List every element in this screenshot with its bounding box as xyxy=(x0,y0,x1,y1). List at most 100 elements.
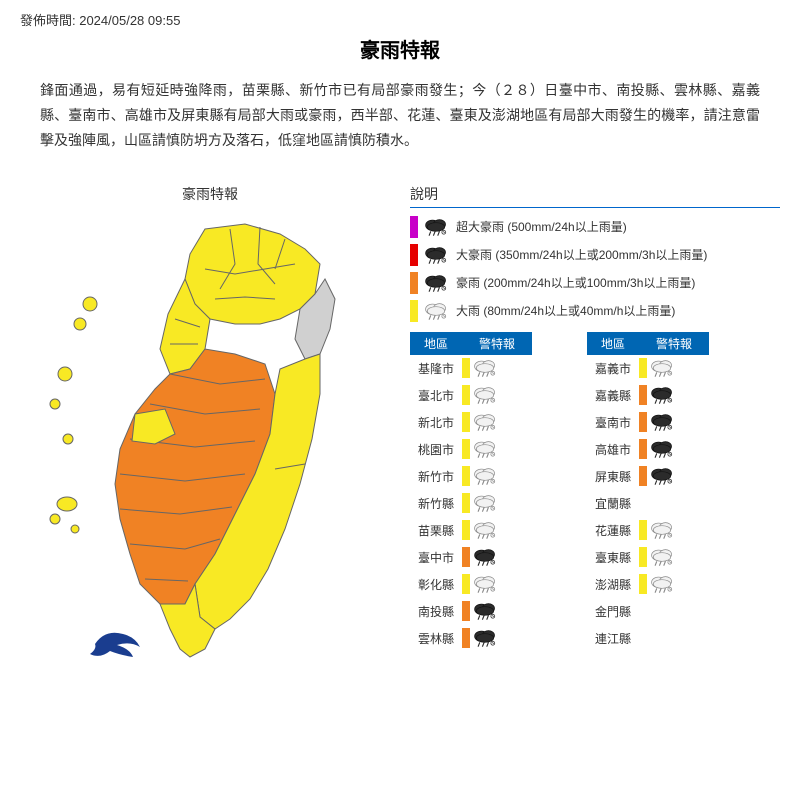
region-cell: 連江縣 xyxy=(587,630,639,647)
description-text: 鋒面通過，易有短延時強降雨，苗栗縣、新竹市已有局部豪雨發生；今（２８）日臺中市、… xyxy=(40,78,760,154)
alert-cell xyxy=(462,358,532,378)
alert-color-bar xyxy=(462,412,470,432)
alert-color-bar xyxy=(462,628,470,648)
legend-item: 大雨 (80mm/24h以上或40mm/h以上雨量) xyxy=(410,300,780,322)
rain-cloud-icon xyxy=(472,386,498,404)
rain-cloud-icon xyxy=(472,440,498,458)
table-row: 雲林縣 xyxy=(410,625,587,652)
table-row: 臺中市 xyxy=(410,544,587,571)
table-row: 新竹市 xyxy=(410,463,587,490)
region-cell: 新竹縣 xyxy=(410,495,462,512)
alert-cell xyxy=(462,628,532,648)
legend-text: 大雨 (80mm/24h以上或40mm/h以上雨量) xyxy=(456,302,675,319)
alert-cell xyxy=(462,412,532,432)
rain-cloud-icon xyxy=(422,300,450,322)
th-region: 地區 xyxy=(587,332,639,355)
alert-color-bar xyxy=(462,466,470,486)
region-cell: 臺東縣 xyxy=(587,549,639,566)
rain-cloud-icon xyxy=(472,575,498,593)
legend-color-bar xyxy=(410,216,418,238)
alert-cell xyxy=(639,547,709,567)
legend-color-bar xyxy=(410,244,418,266)
th-region: 地區 xyxy=(410,332,462,355)
rain-cloud-icon xyxy=(422,216,450,238)
table-row: 基隆市 xyxy=(410,355,587,382)
table-row: 花蓮縣 xyxy=(587,517,764,544)
alert-color-bar xyxy=(639,412,647,432)
table-row: 金門縣 xyxy=(587,598,764,625)
rain-cloud-icon xyxy=(472,602,498,620)
region-cell: 臺中市 xyxy=(410,549,462,566)
rain-cloud-icon xyxy=(472,413,498,431)
region-cell: 新竹市 xyxy=(410,468,462,485)
alert-cell xyxy=(639,439,709,459)
rain-cloud-icon xyxy=(472,467,498,485)
alert-color-bar xyxy=(462,574,470,594)
legend-item: 大豪雨 (350mm/24h以上或200mm/3h以上雨量) xyxy=(410,244,780,266)
region-cell: 屏東縣 xyxy=(587,468,639,485)
rain-cloud-icon xyxy=(649,467,675,485)
alert-color-bar xyxy=(639,439,647,459)
rain-cloud-icon xyxy=(649,359,675,377)
table-row: 彰化縣 xyxy=(410,571,587,598)
table-row: 苗栗縣 xyxy=(410,517,587,544)
alert-cell xyxy=(639,385,709,405)
alert-cell xyxy=(462,439,532,459)
alert-cell xyxy=(462,493,532,513)
table-row: 嘉義市 xyxy=(587,355,764,382)
alert-color-bar xyxy=(639,547,647,567)
region-cell: 花蓮縣 xyxy=(587,522,639,539)
region-cell: 新北市 xyxy=(410,414,462,431)
alert-cell xyxy=(462,466,532,486)
alert-color-bar xyxy=(462,547,470,567)
table-row: 澎湖縣 xyxy=(587,571,764,598)
legend-color-bar xyxy=(410,300,418,322)
alert-cell xyxy=(639,520,709,540)
table-row: 連江縣 xyxy=(587,625,764,652)
legend-item: 超大豪雨 (500mm/24h以上雨量) xyxy=(410,216,780,238)
alert-color-bar xyxy=(462,493,470,513)
alert-color-bar xyxy=(462,520,470,540)
region-cell: 嘉義市 xyxy=(587,360,639,377)
publish-time: 發佈時間: 2024/05/28 09:55 xyxy=(20,10,780,29)
th-alert: 警特報 xyxy=(639,332,709,355)
region-cell: 澎湖縣 xyxy=(587,576,639,593)
alert-cell xyxy=(639,358,709,378)
region-cell: 臺南市 xyxy=(587,414,639,431)
table-row: 臺北市 xyxy=(410,382,587,409)
alert-cell xyxy=(462,601,532,621)
region-cell: 彰化縣 xyxy=(410,576,462,593)
alert-cell xyxy=(462,547,532,567)
rain-cloud-icon xyxy=(649,548,675,566)
legend-color-bar xyxy=(410,272,418,294)
alert-color-bar xyxy=(462,358,470,378)
alert-cell xyxy=(639,574,709,594)
rain-cloud-icon xyxy=(472,359,498,377)
legend-item: 豪雨 (200mm/24h以上或100mm/3h以上雨量) xyxy=(410,272,780,294)
legend-text: 大豪雨 (350mm/24h以上或200mm/3h以上雨量) xyxy=(456,246,707,263)
legend-title: 說明 xyxy=(410,184,780,204)
table-row: 臺東縣 xyxy=(587,544,764,571)
table-row: 宜蘭縣 xyxy=(587,490,764,517)
rain-cloud-icon xyxy=(422,272,450,294)
region-cell: 高雄市 xyxy=(587,441,639,458)
alert-cell xyxy=(639,412,709,432)
rain-cloud-icon xyxy=(472,548,498,566)
alert-color-bar xyxy=(639,520,647,540)
table-row: 新竹縣 xyxy=(410,490,587,517)
agency-logo-icon xyxy=(90,632,140,656)
map-section: 豪雨特報 xyxy=(20,184,400,672)
rain-cloud-icon xyxy=(649,521,675,539)
alert-cell xyxy=(639,466,709,486)
taiwan-map xyxy=(20,209,400,669)
alert-color-bar xyxy=(462,439,470,459)
alert-cell xyxy=(462,385,532,405)
region-cell: 宜蘭縣 xyxy=(587,495,639,512)
table-row: 嘉義縣 xyxy=(587,382,764,409)
alert-color-bar xyxy=(639,466,647,486)
region-cell: 臺北市 xyxy=(410,387,462,404)
legend-text: 超大豪雨 (500mm/24h以上雨量) xyxy=(456,218,627,235)
rain-cloud-icon xyxy=(649,575,675,593)
rain-cloud-icon xyxy=(649,440,675,458)
rain-cloud-icon xyxy=(472,494,498,512)
